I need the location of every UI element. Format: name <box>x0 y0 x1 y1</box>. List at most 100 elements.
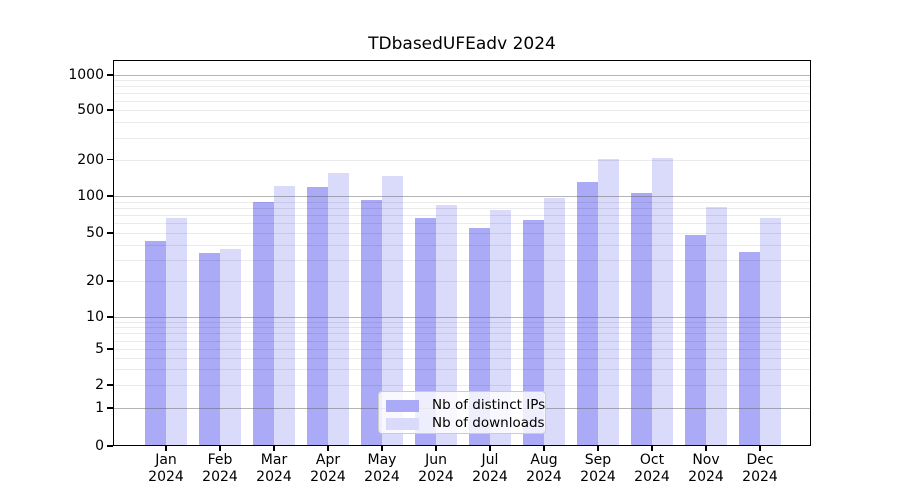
legend-item-downloads: Nb of downloads <box>386 416 545 431</box>
gridline-minor-7 <box>113 333 811 335</box>
x-tick-mark-jan <box>165 446 167 451</box>
x-tick-mark-dec <box>759 446 761 451</box>
bar-downloads-jan <box>166 218 187 446</box>
legend-label-downloads: Nb of downloads <box>432 415 545 431</box>
bar-ips-jan <box>145 240 166 446</box>
gridline-major-100 <box>113 196 811 197</box>
bar-downloads-nov <box>706 206 727 446</box>
bar-ips-mar <box>253 201 274 446</box>
y-tick-mark-50 <box>107 232 113 234</box>
gridline-minor-700 <box>113 93 811 94</box>
gridline-minor-500 <box>113 110 811 111</box>
y-tick-mark-500 <box>107 109 113 111</box>
gridline-minor-5 <box>113 349 811 350</box>
bar-downloads-jun <box>436 204 457 446</box>
bar-downloads-feb <box>220 248 241 446</box>
x-tick-mark-nov <box>705 446 707 451</box>
legend-swatch-downloads <box>386 417 419 430</box>
legend-label-ips: Nb of distinct IPs <box>432 397 546 413</box>
bar-ips-dec <box>739 251 760 446</box>
bar-ips-sep <box>577 182 598 446</box>
bar-downloads-mar <box>274 185 295 446</box>
bar-downloads-may <box>382 175 403 446</box>
legend-swatch-ips <box>386 399 419 412</box>
plot-area <box>113 60 811 446</box>
x-tick-label-mar: Mar 2024 <box>256 452 292 485</box>
y-tick-label-1000: 1000 <box>68 67 104 83</box>
y-tick-label-20: 20 <box>86 273 104 289</box>
x-tick-mark-jul <box>489 446 491 451</box>
bar-ips-oct <box>631 193 652 446</box>
gridline-minor-60 <box>113 223 811 225</box>
gridline-minor-4 <box>113 357 811 359</box>
y-tick-mark-200 <box>107 158 113 161</box>
y-tick-label-0: 0 <box>95 438 104 454</box>
x-tick-mark-jun <box>435 446 437 451</box>
y-tick-label-2: 2 <box>95 377 104 393</box>
y-tick-mark-2 <box>107 384 113 386</box>
x-tick-mark-oct <box>651 446 653 451</box>
gridline-minor-30 <box>113 259 811 261</box>
gridline-minor-300 <box>113 137 811 139</box>
y-tick-label-10: 10 <box>86 309 104 325</box>
x-tick-label-feb: Feb 2024 <box>202 452 238 485</box>
x-tick-label-jan: Jan 2024 <box>148 452 184 485</box>
gridline-minor-600 <box>113 100 811 102</box>
bar-downloads-jul <box>490 209 511 446</box>
legend: Nb of distinct IPs Nb of downloads <box>378 391 546 434</box>
x-tick-label-sep: Sep 2024 <box>580 452 616 485</box>
gridline-major-10 <box>113 317 811 318</box>
x-tick-label-oct: Oct 2024 <box>634 452 670 485</box>
chart-title: TDbasedUFEadv 2024 <box>368 34 556 54</box>
y-tick-label-500: 500 <box>77 102 104 118</box>
gridline-minor-800 <box>113 86 811 88</box>
y-tick-mark-1000 <box>107 74 113 76</box>
x-tick-mark-may <box>381 446 383 451</box>
bar-ips-may <box>361 200 382 446</box>
legend-item-ips: Nb of distinct IPs <box>386 398 545 413</box>
x-tick-label-jul: Jul 2024 <box>472 452 508 485</box>
gridline-minor-200 <box>113 159 811 161</box>
bar-ips-apr <box>307 187 328 446</box>
x-tick-label-may: May 2024 <box>364 452 400 485</box>
gridline-minor-3 <box>113 369 811 371</box>
y-tick-mark-5 <box>107 348 113 350</box>
x-tick-label-apr: Apr 2024 <box>310 452 346 485</box>
y-tick-label-1: 1 <box>95 400 104 416</box>
gridline-minor-50 <box>113 233 811 234</box>
x-tick-mark-sep <box>597 446 599 451</box>
bar-ips-nov <box>685 235 706 446</box>
y-tick-mark-10 <box>107 316 113 318</box>
y-tick-mark-100 <box>107 195 113 197</box>
gridline-minor-8 <box>113 327 811 329</box>
gridline-minor-90 <box>113 201 811 203</box>
y-tick-label-200: 200 <box>77 151 104 168</box>
bar-ips-feb <box>199 253 220 446</box>
bar-downloads-sep <box>598 158 619 446</box>
gridline-minor-70 <box>113 215 811 217</box>
y-tick-label-5: 5 <box>95 341 104 357</box>
gridline-major-1000 <box>113 75 811 76</box>
gridline-minor-80 <box>113 207 811 209</box>
gridline-minor-20 <box>113 281 811 282</box>
bar-downloads-apr <box>328 173 349 446</box>
x-tick-label-jun: Jun 2024 <box>418 452 454 485</box>
y-tick-label-100: 100 <box>77 188 104 204</box>
x-tick-mark-feb <box>219 446 221 451</box>
gridline-minor-40 <box>113 244 811 246</box>
y-tick-label-50: 50 <box>86 225 104 241</box>
x-tick-label-nov: Nov 2024 <box>688 452 724 485</box>
bar-downloads-aug <box>544 197 565 446</box>
bar-downloads-dec <box>760 218 781 446</box>
y-tick-mark-0 <box>107 445 113 447</box>
x-tick-mark-apr <box>327 446 329 451</box>
y-tick-mark-20 <box>107 280 113 282</box>
gridline-minor-400 <box>113 122 811 124</box>
gridline-minor-6 <box>113 340 811 342</box>
x-tick-label-dec: Dec 2024 <box>742 452 778 485</box>
y-tick-mark-1 <box>107 407 113 409</box>
bar-ips-aug <box>523 219 544 446</box>
bar-downloads-oct <box>652 157 673 446</box>
x-tick-mark-aug <box>543 446 545 451</box>
